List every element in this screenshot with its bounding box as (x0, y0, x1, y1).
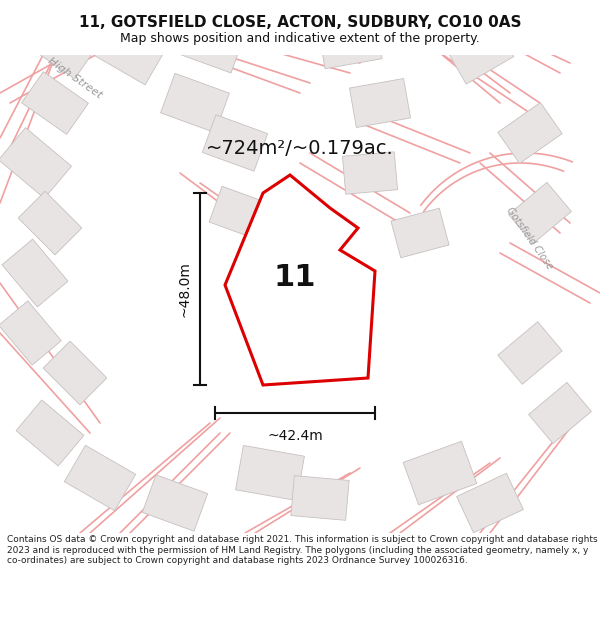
Text: Map shows position and indicative extent of the property.: Map shows position and indicative extent… (120, 32, 480, 45)
Polygon shape (529, 382, 592, 444)
Polygon shape (391, 208, 449, 258)
Polygon shape (0, 127, 71, 198)
Text: Contains OS data © Crown copyright and database right 2021. This information is : Contains OS data © Crown copyright and d… (7, 536, 598, 565)
Polygon shape (291, 476, 349, 521)
Text: High Street: High Street (46, 56, 104, 100)
Polygon shape (457, 473, 523, 532)
Text: ~724m²/~0.179ac.: ~724m²/~0.179ac. (206, 139, 394, 158)
Polygon shape (64, 446, 136, 511)
Polygon shape (2, 239, 68, 307)
Polygon shape (22, 7, 98, 79)
Text: 11: 11 (274, 264, 316, 292)
Polygon shape (142, 475, 208, 531)
Polygon shape (225, 175, 375, 385)
Polygon shape (446, 22, 514, 84)
Polygon shape (236, 446, 304, 501)
Polygon shape (318, 18, 382, 69)
Text: ~48.0m: ~48.0m (178, 261, 192, 317)
Polygon shape (498, 322, 562, 384)
Polygon shape (0, 301, 61, 365)
Polygon shape (18, 191, 82, 255)
Text: ~42.4m: ~42.4m (267, 429, 323, 443)
Polygon shape (202, 115, 268, 171)
Polygon shape (403, 441, 477, 505)
Polygon shape (233, 0, 297, 49)
Polygon shape (498, 102, 562, 164)
Polygon shape (16, 400, 84, 466)
Polygon shape (509, 182, 571, 244)
Polygon shape (43, 341, 107, 405)
Polygon shape (95, 21, 165, 85)
Text: Gotsfield Close: Gotsfield Close (505, 205, 555, 271)
Polygon shape (161, 73, 229, 132)
Polygon shape (343, 152, 398, 194)
Text: 11, GOTSFIELD CLOSE, ACTON, SUDBURY, CO10 0AS: 11, GOTSFIELD CLOSE, ACTON, SUDBURY, CO1… (79, 16, 521, 31)
Polygon shape (368, 0, 432, 49)
Polygon shape (209, 186, 271, 240)
Polygon shape (22, 72, 88, 134)
Polygon shape (349, 79, 410, 128)
Polygon shape (175, 13, 245, 73)
